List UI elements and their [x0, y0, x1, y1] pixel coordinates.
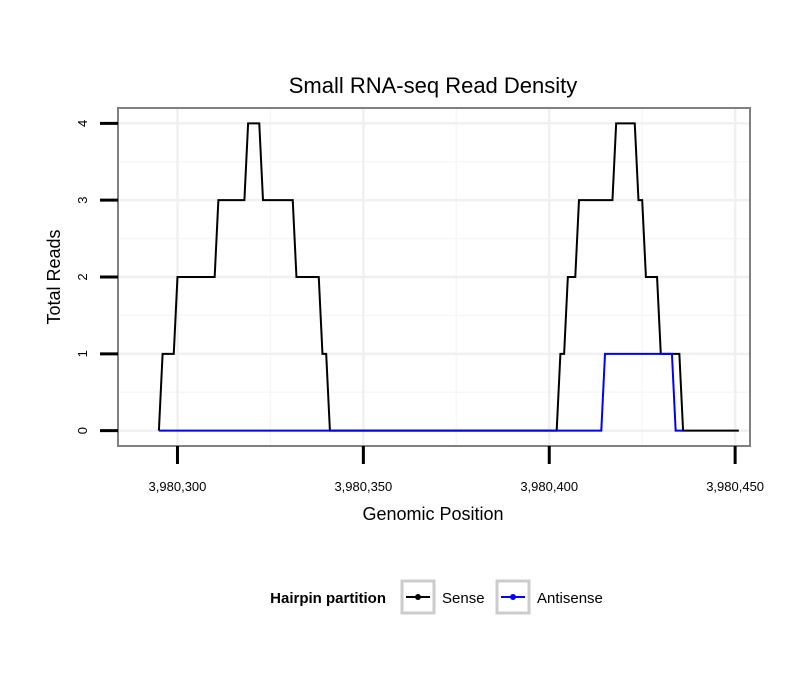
y-tick-label: 1	[75, 350, 90, 357]
grid	[118, 108, 750, 446]
y-tick-label: 3	[75, 197, 90, 204]
x-tick-label: 3,980,300	[149, 479, 207, 494]
y-axis-label: Total Reads	[44, 229, 64, 324]
x-tick-label: 3,980,350	[334, 479, 392, 494]
legend-item-sense: Sense	[400, 579, 485, 615]
y-tick-label: 4	[75, 120, 90, 127]
x-tick-label: 3,980,400	[520, 479, 578, 494]
legend-label-antisense: Antisense	[537, 590, 603, 607]
y-tick-label: 2	[75, 273, 90, 280]
legend: Hairpin partition Sense Antisense	[270, 579, 603, 615]
x-axis-label: Genomic Position	[362, 504, 503, 524]
legend-title: Hairpin partition	[270, 590, 386, 607]
legend-label-sense: Sense	[442, 590, 485, 607]
legend-dot-antisense	[510, 594, 516, 600]
x-tick-label: 3,980,450	[706, 479, 764, 494]
y-tick-label: 0	[75, 427, 90, 434]
axes: 3,980,300 3,980,350 3,980,400 3,980,450 0 1 2 3…	[75, 120, 764, 494]
series-layer	[157, 122, 739, 432]
chart-title: Small RNA-seq Read Density	[289, 73, 578, 98]
series-line-antisense	[158, 352, 684, 432]
legend-dot-sense	[415, 594, 421, 600]
legend-item-antisense: Antisense	[495, 579, 603, 615]
